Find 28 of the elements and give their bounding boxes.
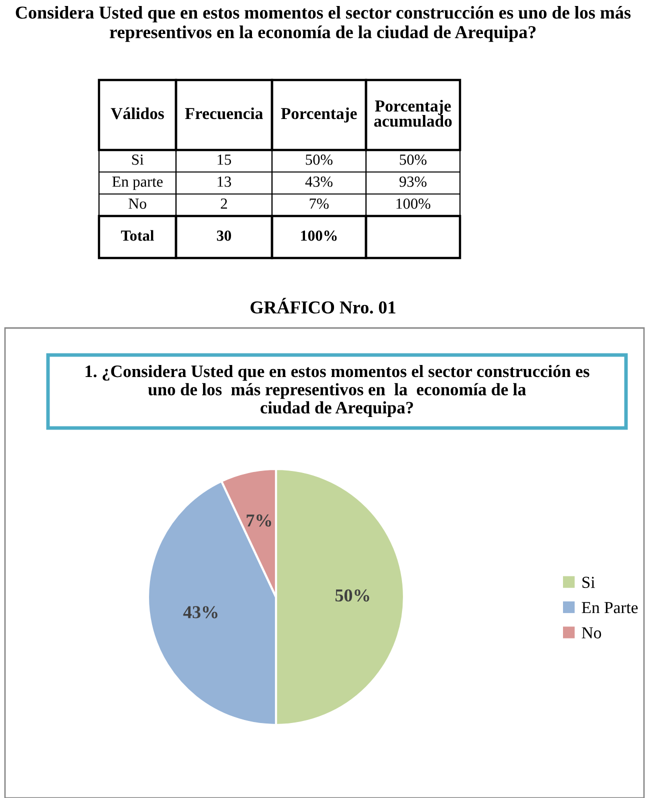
text: Total — [121, 230, 154, 241]
legend-label: Si — [582, 576, 595, 588]
category-label: Válidos — [110, 107, 164, 120]
text: 100% — [396, 198, 430, 209]
text: 7% — [310, 198, 329, 209]
text: 50% — [306, 154, 332, 165]
data-label: 43% — [183, 606, 218, 618]
chart-title: 1. ¿Considera Usted que en estos momentos el sector construcción es uno de los más representivos en la economía de la ciudad de Arequipa? — [86, 364, 590, 418]
category-label: Porcentaje acumulado — [374, 100, 452, 127]
category-label: Frecuencia — [185, 107, 263, 120]
legend-label: No — [582, 627, 602, 638]
category-label: Porcentaje — [281, 107, 357, 123]
text: Si — [132, 154, 144, 165]
text: 43% — [305, 176, 332, 187]
legend-label: En Parte — [582, 602, 638, 614]
text: 15 — [218, 154, 232, 165]
text: 13 — [218, 176, 232, 187]
data-label: 7% — [246, 514, 272, 527]
text: En parte — [112, 176, 163, 190]
text: 30 — [216, 230, 232, 241]
text: 93% — [399, 176, 426, 187]
text: Considera Usted que en estos momentos el sector construcción es uno de los más representivos en la economía de la ciudad de Arequipa? — [16, 6, 631, 42]
text: 100% — [301, 230, 337, 241]
data-label: 50% — [335, 589, 370, 602]
text: No — [128, 198, 146, 209]
text: GRÁFICO Nro. 01 — [250, 298, 396, 314]
text: 50% — [400, 154, 426, 165]
text: 2 — [220, 198, 227, 209]
